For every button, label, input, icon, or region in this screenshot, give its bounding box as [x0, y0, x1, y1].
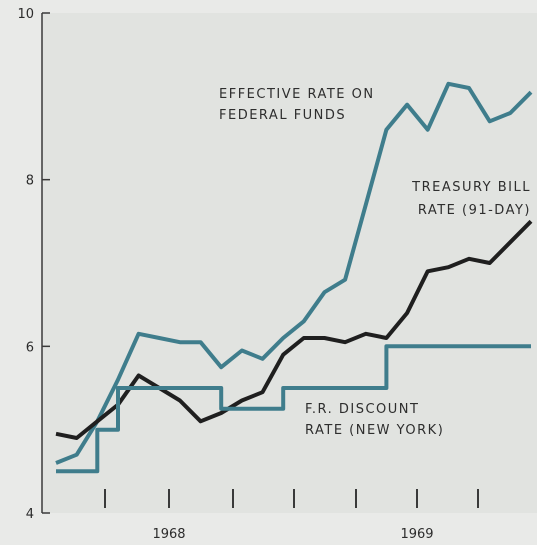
annotations: EFFECTIVE RATE ON FEDERAL FUNDS TREASURY B… — [219, 87, 531, 438]
y-tick-label: 6 — [26, 340, 34, 355]
series-label: EFFECTIVE RATE ON — [219, 87, 375, 102]
x-tick-label: 1969 — [400, 527, 433, 542]
axes: 4 6 8 10 1968 1969 — [17, 7, 479, 542]
y-tick-label: 4 — [26, 507, 34, 522]
treasury-bill-line — [55, 219, 533, 440]
series-layer — [55, 81, 533, 474]
series-label: F.R. DISCOUNT — [305, 402, 419, 417]
discount-rate-step-line — [56, 344, 531, 474]
series-label: FEDERAL FUNDS — [219, 108, 346, 123]
federal-funds-line — [55, 81, 533, 465]
y-tick-label: 8 — [26, 174, 34, 189]
x-tick-label: 1968 — [152, 527, 185, 542]
series-label: RATE (91-DAY) — [418, 203, 531, 218]
y-tick-label: 10 — [17, 7, 34, 22]
series-label: TREASURY BILL — [411, 180, 531, 195]
series-label: RATE (NEW YORK) — [305, 423, 444, 438]
